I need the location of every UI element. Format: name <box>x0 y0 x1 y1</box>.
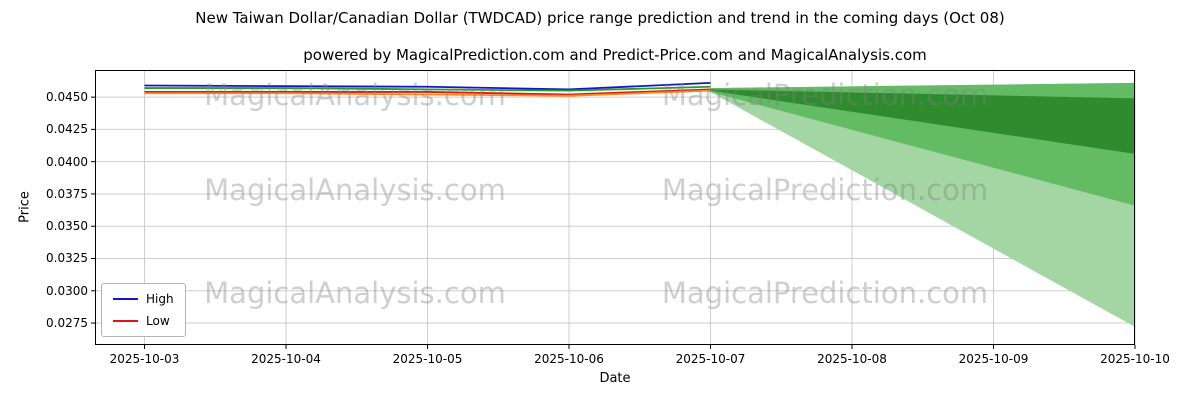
y-tick-label: 0.0300 <box>46 283 88 298</box>
x-tick-label: 2025-10-07 <box>675 352 746 366</box>
x-tick-label: 2025-10-03 <box>109 352 180 366</box>
legend-entry-low: Low <box>113 314 174 328</box>
prediction-band-inner <box>710 89 1135 154</box>
x-tick-label: 2025-10-09 <box>958 352 1029 366</box>
low-line-swatch <box>113 320 138 322</box>
y-tick-label: 0.0375 <box>46 186 88 201</box>
y-tick-label: 0.0325 <box>46 251 88 266</box>
y-tick-label: 0.0275 <box>46 316 88 331</box>
chart-title: New Taiwan Dollar/Canadian Dollar (TWDCA… <box>195 9 1005 27</box>
x-tick-label: 2025-10-05 <box>392 352 463 366</box>
x-tick-label: 2025-10-06 <box>534 352 604 366</box>
y-tick-label: 0.0350 <box>46 219 88 234</box>
y-tick-label: 0.0425 <box>46 122 88 137</box>
y-axis-label: Price <box>17 191 33 223</box>
y-tick-label: 0.0450 <box>46 90 88 105</box>
high-line-swatch <box>113 298 138 300</box>
legend-label-high: High <box>146 292 174 306</box>
price-line-High <box>144 82 711 91</box>
chart-canvas <box>91 70 1136 349</box>
x-tick-label: 2025-10-10 <box>1100 352 1170 366</box>
x-tick-label: 2025-10-08 <box>817 352 887 366</box>
plot-area: MagicalAnalysis.com MagicalPrediction.co… <box>91 70 1136 349</box>
price-line-Low <box>144 88 711 96</box>
price-line-orange-line <box>144 89 711 97</box>
x-tick-label: 2025-10-04 <box>251 352 321 366</box>
legend-entry-high: High <box>113 292 174 306</box>
price-line-green-line <box>144 85 711 92</box>
legend-label-low: Low <box>146 314 170 328</box>
y-tick-label: 0.0400 <box>46 154 88 169</box>
chart-subtitle: powered by MagicalPrediction.com and Pre… <box>303 46 927 64</box>
legend: High Low <box>101 283 186 337</box>
x-axis-label: Date <box>599 371 631 386</box>
plot-border <box>95 70 1135 345</box>
